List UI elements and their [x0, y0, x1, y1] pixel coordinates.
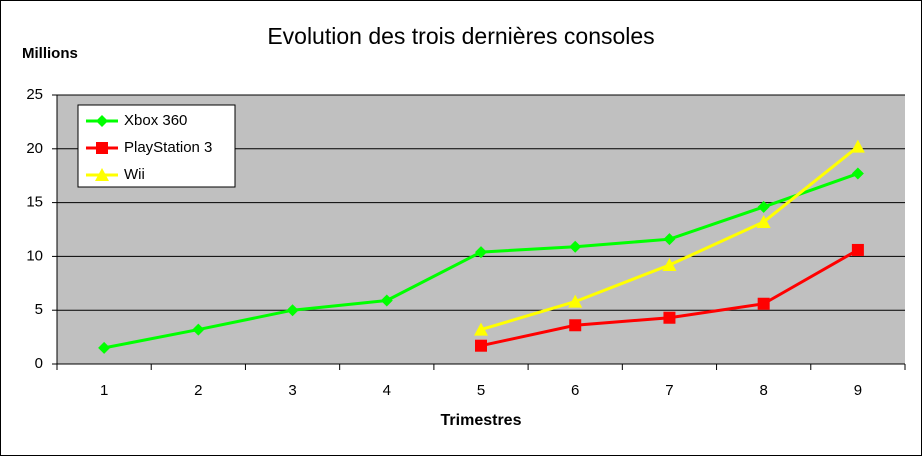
- x-tick-label: 1: [100, 382, 108, 399]
- y-tick-label: 25: [26, 86, 43, 103]
- marker: [851, 243, 864, 256]
- y-tick-label: 15: [26, 194, 43, 211]
- y-tick-label: 10: [26, 247, 43, 264]
- marker: [568, 294, 583, 308]
- x-tick-label: 9: [854, 382, 862, 399]
- legend-label: Wii: [124, 166, 145, 183]
- x-axis-label: Trimestres: [441, 412, 522, 429]
- x-tick-label: 3: [288, 382, 296, 399]
- marker: [757, 297, 770, 310]
- marker: [756, 214, 771, 228]
- marker: [475, 246, 487, 259]
- x-tick-label: 7: [665, 382, 673, 399]
- marker: [475, 339, 487, 352]
- x-tick-label: 4: [383, 382, 391, 399]
- marker: [851, 167, 864, 180]
- legend-marker: [96, 115, 108, 127]
- y-tick-label: 0: [35, 355, 43, 372]
- x-tick-label: 5: [477, 382, 485, 399]
- marker: [850, 139, 865, 153]
- marker: [662, 258, 677, 272]
- marker: [569, 240, 582, 253]
- chart-title: Evolution des trois dernières consoles: [267, 23, 654, 49]
- marker: [757, 200, 770, 213]
- marker: [380, 294, 393, 307]
- legend-marker: [95, 168, 109, 181]
- marker: [569, 319, 582, 332]
- legend-label: Xbox 360: [124, 112, 187, 129]
- legend-marker: [96, 142, 108, 154]
- legend: Xbox 360 PlayStation 3 Wii: [77, 104, 236, 188]
- y-axis-label: Millions: [22, 45, 78, 62]
- marker: [663, 233, 676, 246]
- x-tick-label: 8: [759, 382, 767, 399]
- marker: [98, 341, 111, 354]
- legend-label: PlayStation 3: [124, 139, 212, 156]
- marker: [663, 311, 676, 324]
- y-tick-label: 20: [26, 140, 43, 157]
- marker: [286, 304, 299, 317]
- marker: [192, 323, 205, 336]
- x-tick-label: 6: [571, 382, 579, 399]
- marker: [474, 322, 488, 336]
- x-tick-label: 2: [194, 382, 202, 399]
- y-tick-label: 5: [35, 301, 43, 318]
